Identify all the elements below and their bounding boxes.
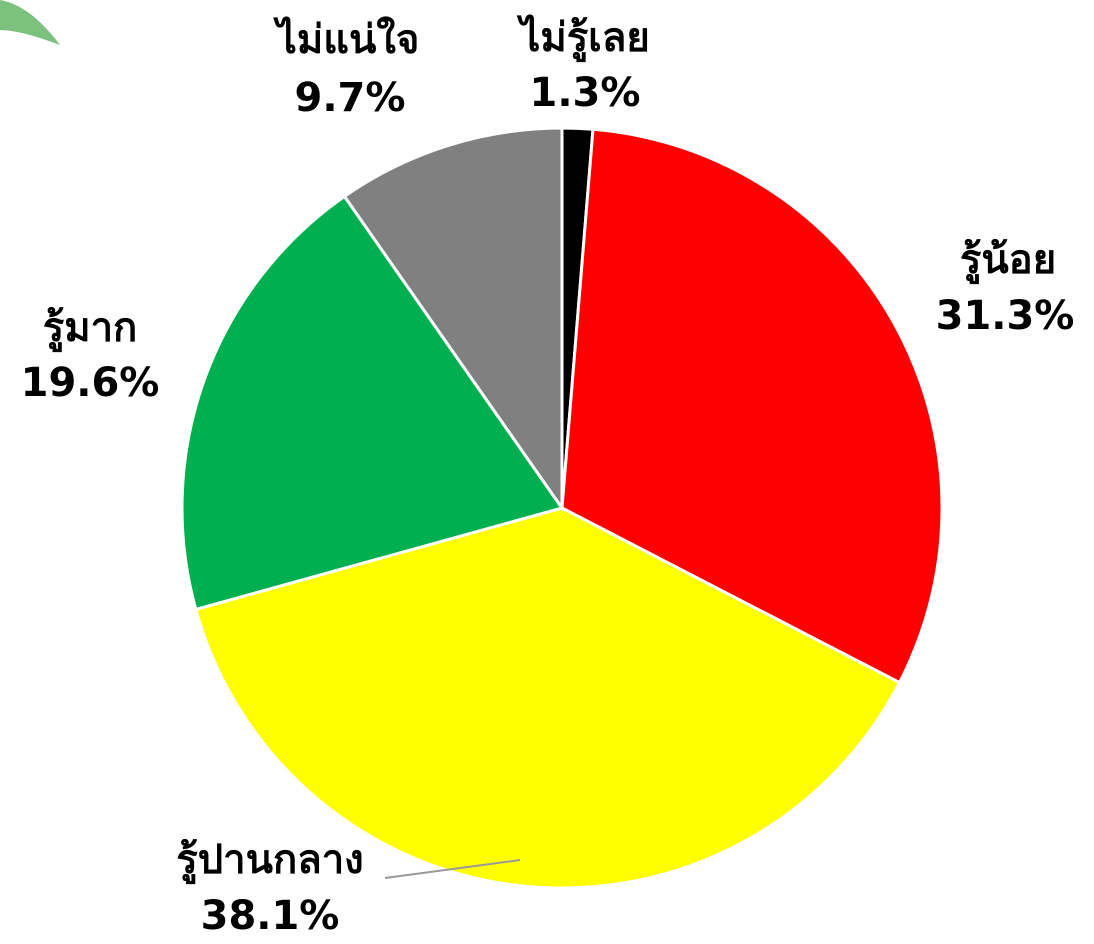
value-label: 9.7% [295,75,406,121]
category-label: ไม่แน่ใจ [273,16,420,63]
pie-slice [193,506,902,890]
pie-slice [560,127,944,685]
category-label: รู้มาก [43,305,138,352]
category-label: รู้ปานกลาง [176,837,363,884]
pie-slice [180,194,565,612]
leader-line [384,859,521,879]
category-label: ไม่รู้เลย [516,14,650,62]
pie-slice [342,126,564,513]
leaf-decoration [0,0,60,45]
value-label: 1.3% [530,70,641,116]
value-label: 38.1% [201,893,340,939]
value-label: 19.6% [21,360,160,406]
value-label: 31.3% [936,293,1075,339]
category-label: รู้น้อย [960,237,1056,284]
